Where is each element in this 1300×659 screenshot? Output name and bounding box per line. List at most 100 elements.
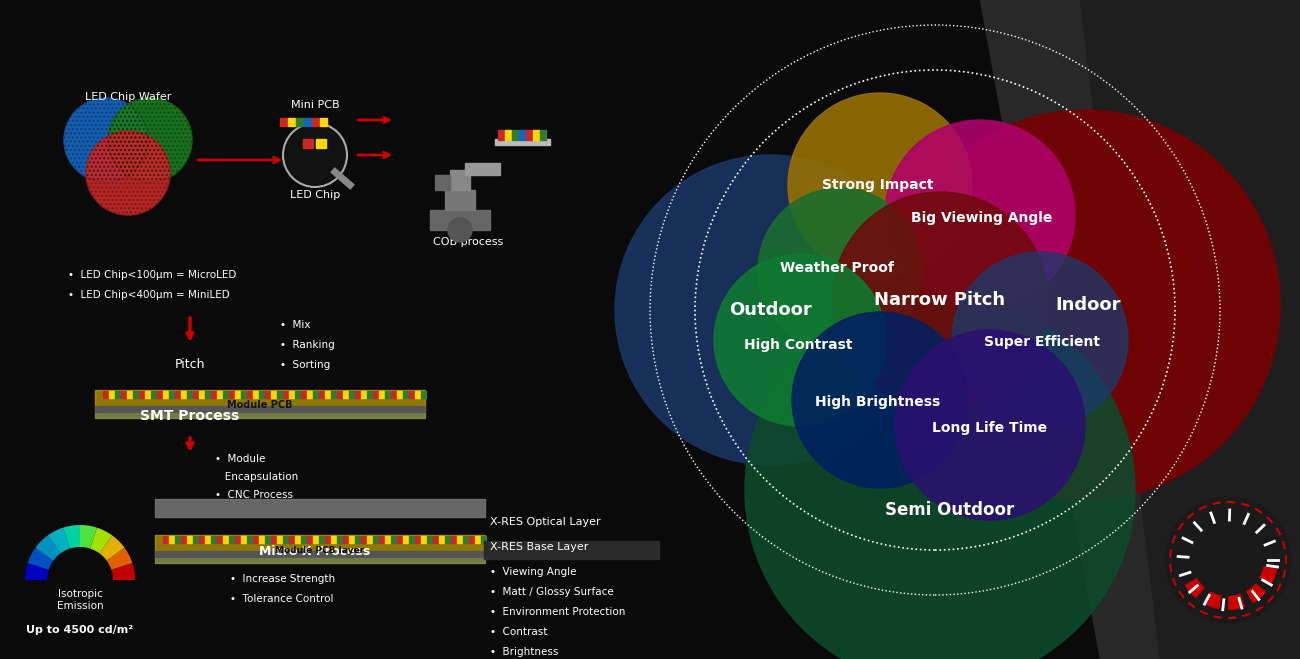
Bar bbox=[367, 391, 372, 398]
Bar bbox=[458, 536, 461, 543]
Circle shape bbox=[64, 98, 148, 182]
Polygon shape bbox=[980, 0, 1300, 659]
Circle shape bbox=[108, 98, 192, 182]
Bar bbox=[304, 118, 311, 126]
Bar bbox=[495, 139, 550, 145]
Text: •  Mix: • Mix bbox=[280, 320, 311, 330]
Bar bbox=[121, 391, 126, 398]
Text: Isotropic
Emission: Isotropic Emission bbox=[57, 589, 103, 611]
Bar bbox=[410, 391, 413, 398]
Bar bbox=[415, 536, 420, 543]
Bar bbox=[332, 536, 335, 543]
Wedge shape bbox=[112, 563, 135, 580]
Text: •  Matt / Glossy Surface: • Matt / Glossy Surface bbox=[490, 587, 614, 597]
Bar bbox=[224, 536, 228, 543]
Bar bbox=[295, 391, 300, 398]
Bar bbox=[426, 536, 432, 543]
Wedge shape bbox=[1228, 594, 1245, 610]
Bar bbox=[421, 391, 426, 398]
Circle shape bbox=[745, 295, 1135, 659]
Bar bbox=[295, 536, 300, 543]
Bar bbox=[199, 391, 204, 398]
Text: Narrow Pitch: Narrow Pitch bbox=[875, 291, 1006, 309]
Bar bbox=[380, 536, 383, 543]
Bar bbox=[403, 536, 408, 543]
Bar bbox=[445, 190, 474, 210]
Bar bbox=[289, 536, 294, 543]
Bar bbox=[403, 391, 408, 398]
Circle shape bbox=[891, 110, 1280, 500]
Polygon shape bbox=[1080, 0, 1300, 659]
Bar bbox=[316, 139, 326, 148]
Bar bbox=[337, 536, 342, 543]
Circle shape bbox=[1165, 497, 1291, 623]
Bar bbox=[533, 130, 540, 140]
Bar bbox=[385, 391, 390, 398]
Wedge shape bbox=[62, 525, 81, 548]
Bar bbox=[139, 391, 144, 398]
Text: Module PCB: Module PCB bbox=[227, 400, 292, 410]
Bar bbox=[224, 391, 228, 398]
Text: •  Sorting: • Sorting bbox=[280, 360, 330, 370]
Bar bbox=[526, 130, 532, 140]
Text: Module PCB layer: Module PCB layer bbox=[276, 546, 364, 555]
Bar bbox=[259, 536, 264, 543]
Text: Encapsulation: Encapsulation bbox=[214, 472, 298, 482]
Bar bbox=[229, 391, 234, 398]
Bar bbox=[373, 536, 378, 543]
Bar bbox=[127, 391, 133, 398]
Wedge shape bbox=[25, 563, 48, 580]
Wedge shape bbox=[27, 548, 53, 570]
Circle shape bbox=[86, 131, 170, 215]
Bar bbox=[332, 391, 335, 398]
Bar bbox=[289, 118, 295, 126]
Bar bbox=[280, 118, 287, 126]
Circle shape bbox=[448, 218, 472, 242]
Text: •  Brightness: • Brightness bbox=[490, 647, 559, 657]
Bar bbox=[337, 391, 342, 398]
Bar bbox=[162, 536, 168, 543]
Circle shape bbox=[952, 252, 1128, 428]
Bar bbox=[95, 406, 425, 412]
Text: Semi Outdoor: Semi Outdoor bbox=[885, 501, 1014, 519]
Wedge shape bbox=[1260, 566, 1277, 585]
Bar bbox=[103, 391, 108, 398]
Bar bbox=[211, 536, 216, 543]
Bar bbox=[303, 139, 313, 148]
Text: Outdoor: Outdoor bbox=[728, 301, 811, 319]
Bar bbox=[240, 391, 246, 398]
Text: Weather Proof: Weather Proof bbox=[780, 261, 894, 275]
Text: Big Viewing Angle: Big Viewing Angle bbox=[911, 211, 1053, 225]
Text: •  LED Chip<400μm = MiniLED: • LED Chip<400μm = MiniLED bbox=[68, 290, 230, 300]
Text: High Brightness: High Brightness bbox=[815, 395, 941, 409]
Bar bbox=[146, 391, 150, 398]
Bar bbox=[155, 551, 485, 557]
Wedge shape bbox=[1245, 583, 1266, 603]
Bar bbox=[469, 536, 474, 543]
Bar bbox=[410, 536, 413, 543]
Text: Mini PCB: Mini PCB bbox=[291, 100, 339, 110]
Circle shape bbox=[758, 188, 922, 352]
Bar bbox=[217, 391, 222, 398]
Circle shape bbox=[788, 93, 972, 277]
Text: X-RES Optical Layer: X-RES Optical Layer bbox=[490, 517, 601, 527]
Bar bbox=[355, 536, 360, 543]
Bar bbox=[474, 536, 480, 543]
Wedge shape bbox=[99, 536, 125, 561]
Bar bbox=[325, 391, 330, 398]
Bar bbox=[247, 536, 252, 543]
Bar bbox=[504, 130, 511, 140]
Bar bbox=[270, 536, 276, 543]
Bar bbox=[192, 391, 198, 398]
Bar bbox=[270, 391, 276, 398]
Bar bbox=[430, 210, 490, 230]
Circle shape bbox=[714, 254, 887, 426]
Bar bbox=[421, 536, 426, 543]
Bar bbox=[307, 536, 312, 543]
Bar bbox=[277, 391, 282, 398]
Circle shape bbox=[832, 192, 1048, 408]
Bar bbox=[433, 536, 438, 543]
Bar bbox=[283, 391, 289, 398]
Wedge shape bbox=[1202, 591, 1222, 609]
Bar bbox=[109, 391, 114, 398]
